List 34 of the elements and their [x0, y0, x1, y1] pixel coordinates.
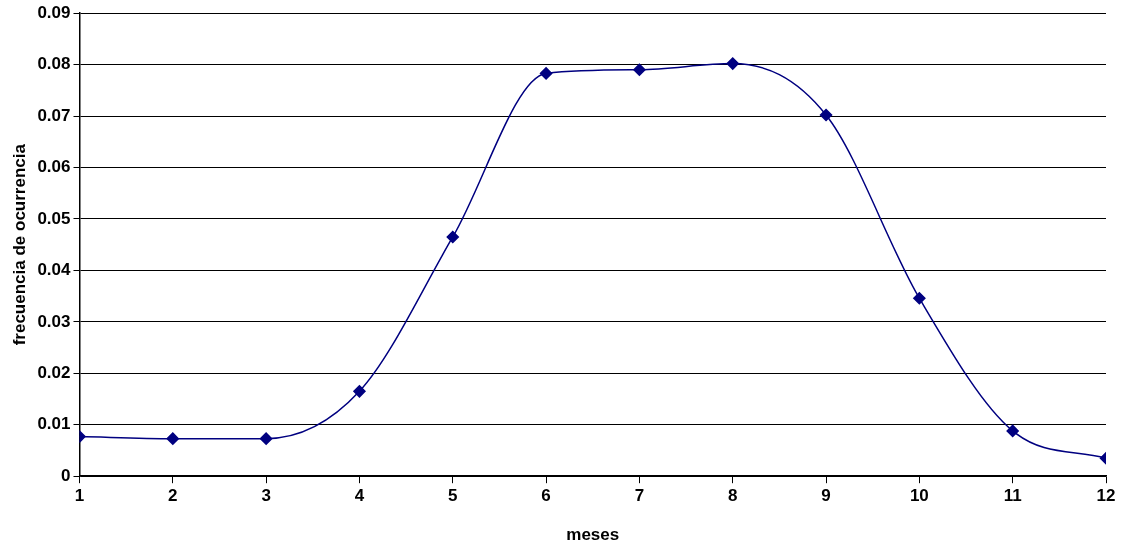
x-tick-label: 3 [261, 486, 271, 506]
point [446, 230, 460, 244]
point [1006, 424, 1019, 438]
y-tick-label: 0.01 [37, 414, 71, 434]
x-tick-label: 8 [727, 486, 738, 506]
x-tick-label: 2 [168, 486, 178, 506]
point [819, 108, 833, 122]
x-tick-label: 1 [74, 486, 85, 506]
x-tick-label: 10 [909, 486, 929, 506]
x-axis-title: meses [566, 525, 620, 545]
x-tick-label: 11 [1003, 486, 1022, 506]
y-tick-label: 0.04 [37, 260, 72, 280]
point [633, 63, 646, 77]
y-tick-label: 0.03 [37, 311, 71, 331]
x-tick-label: 7 [634, 486, 645, 506]
point [913, 291, 926, 305]
x-tick-label: 12 [1096, 486, 1116, 506]
x-tick-label: 6 [541, 486, 551, 506]
point [259, 432, 273, 445]
point [539, 67, 553, 80]
y-tick-label: 0.07 [37, 105, 71, 125]
x-tick-label: 5 [448, 486, 458, 506]
y-tick-label: 0.06 [37, 157, 71, 177]
y-axis-title: frecuencia de ocurrencia [9, 143, 29, 346]
y-tick-label: 0 [61, 465, 71, 485]
point [726, 57, 739, 70]
y-tick-label: 0.02 [37, 363, 71, 382]
x-tick-label: 4 [354, 486, 365, 506]
point [166, 432, 180, 445]
y-tick-label: 0.05 [37, 208, 71, 228]
point [353, 385, 366, 398]
y-tick-label: 0.08 [37, 54, 71, 74]
x-tick-label: 9 [821, 486, 831, 506]
y-tick-label: 0.09 [37, 2, 71, 22]
